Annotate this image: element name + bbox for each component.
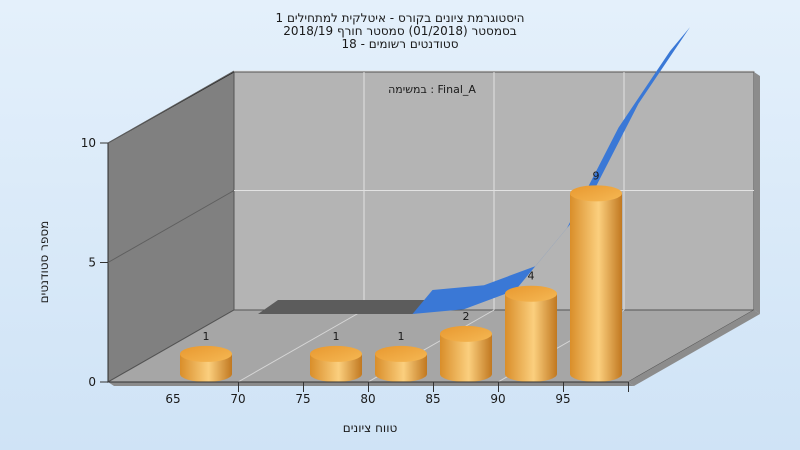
bar-top (570, 185, 622, 202)
blue-curve (258, 27, 690, 314)
side-gridline (107, 190, 235, 263)
bar-body (440, 333, 492, 382)
bars: 1 1 1 2 4 9 (180, 169, 622, 382)
bar-body (310, 353, 362, 382)
axes: 0 5 10 65 70 75 80 85 90 95 (81, 136, 629, 406)
x-tick-label: 95 (555, 392, 570, 406)
floor-edge (628, 310, 760, 386)
y-axis-label: מספר סטודנטים (37, 221, 51, 304)
bar-top (375, 345, 427, 362)
side-gridline (107, 70, 235, 144)
y-tick-label: 5 (88, 256, 96, 270)
bar-body (505, 293, 557, 382)
bar-top (310, 345, 362, 362)
x-tick-label: 85 (425, 392, 440, 406)
bar-body (375, 353, 427, 382)
bar-value-label: 2 (463, 310, 470, 323)
x-tick-label: 90 (490, 392, 505, 406)
grid-lines (107, 70, 754, 383)
floor-front-edge (108, 382, 634, 386)
x-tick-label: 70 (230, 392, 245, 406)
bar-value-label: 1 (203, 330, 210, 343)
task-subtitle: במשימה : Final_A (388, 83, 476, 96)
x-tick-label: 80 (360, 392, 375, 406)
x-tick-label: 65 (165, 392, 180, 406)
x-tick-label: 75 (295, 392, 310, 406)
right-edge (754, 72, 760, 314)
y-tick-label: 10 (81, 136, 96, 150)
bar-body (570, 193, 622, 382)
bar-top (440, 325, 492, 342)
bar-value-label: 1 (398, 330, 405, 343)
title-line-2: בסמסטר (01/2018) סמסטר חורף 2018/19 (283, 24, 516, 38)
curve-flat-segment (258, 300, 433, 314)
title-line-3: סטודנטים רשומים - 18 (341, 37, 458, 51)
x-axis-label: טווח ציונים (343, 421, 398, 435)
floor-gridline (237, 309, 365, 383)
bar-body (180, 353, 232, 382)
title-line-1: היסטוגרמת ציונים בקורס - איטלקית למתחילי… (275, 11, 524, 25)
bar-top (180, 345, 232, 362)
bar-value-label: 1 (333, 330, 340, 343)
bar-top (505, 285, 557, 302)
bar-value-label: 9 (593, 169, 600, 182)
chart-title: היסטוגרמת ציונים בקורס - איטלקית למתחילי… (275, 11, 524, 51)
y-tick-label: 0 (88, 375, 96, 389)
bar-value-label: 4 (528, 270, 535, 283)
